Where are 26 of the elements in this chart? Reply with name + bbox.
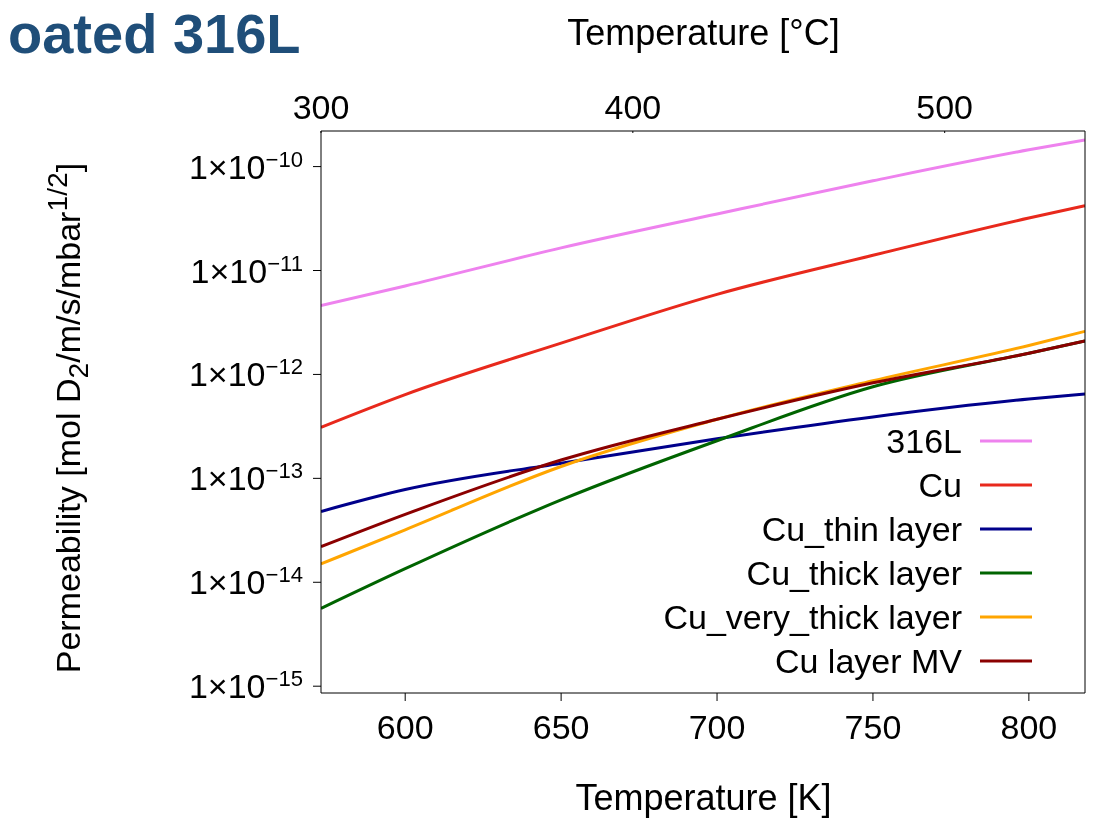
legend-label: 316L (886, 421, 962, 461)
x-tick-label: 650 (532, 708, 590, 746)
x-tick-label: 600 (376, 708, 434, 746)
chart-title: oated 316L (8, 7, 301, 65)
x2-tick-label: 400 (604, 88, 662, 126)
y-tick-label: 1×10$^{−10}$ (188, 146, 303, 186)
legend-label: Cu layer MV (774, 641, 962, 681)
x-tick-label: 800 (1000, 708, 1058, 746)
line-series (321, 138, 1085, 308)
y-tick-label: 1×10$^{−12}$ (188, 353, 303, 394)
line-series (321, 204, 1085, 429)
line-series (321, 392, 1085, 513)
x2-axis-title: Temperature [°C] (566, 12, 841, 54)
legend-label: Cu_very_thick layer (663, 597, 962, 637)
y-tick-label: 1×10$^{−13}$ (188, 457, 303, 498)
x-tick-label: 700 (688, 708, 746, 746)
y-tick-label: 1×10$^{−11}$ (190, 250, 303, 290)
legend-label: Cu_thin layer (761, 509, 962, 549)
x-tick-label: 750 (844, 708, 902, 746)
x2-tick-label: 300 (292, 88, 350, 126)
x2-tick-label: 500 (916, 88, 974, 126)
legend-label: Cu (918, 465, 962, 505)
y-tick-label: 1×10$^{−15}$ (188, 665, 303, 706)
legend-label: Cu_thick layer (746, 553, 962, 593)
y-tick-label: 1×10$^{−14}$ (188, 561, 303, 602)
x-axis-title: Temperature [K] (574, 777, 833, 819)
